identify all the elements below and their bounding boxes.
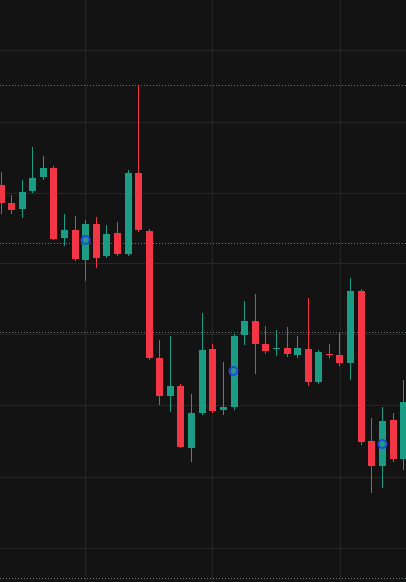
candle-body	[390, 420, 397, 459]
candle-down	[326, 344, 333, 358]
candle-body	[326, 354, 333, 355]
candle-body	[231, 336, 238, 407]
candle-up	[315, 350, 322, 384]
candle-body	[347, 291, 354, 363]
candle-body	[167, 386, 174, 396]
candle-down	[252, 294, 259, 374]
candle-down	[72, 216, 79, 261]
circle-marker	[377, 439, 388, 449]
candle-down	[0, 172, 5, 214]
candle-body	[188, 413, 195, 448]
circle-marker	[80, 235, 91, 245]
candle-body	[199, 350, 206, 413]
candle-up	[61, 214, 68, 246]
candle-body	[72, 230, 79, 259]
candle-up	[82, 220, 89, 281]
candle-body	[125, 173, 132, 254]
candle-up	[19, 180, 26, 218]
candle-body	[220, 407, 227, 410]
candle-body	[305, 349, 312, 382]
candle-down	[8, 195, 15, 214]
candle-up	[400, 380, 406, 470]
candle-body	[294, 348, 301, 355]
candle-up	[273, 330, 280, 356]
candle-up	[199, 313, 206, 415]
candle-body	[273, 348, 280, 349]
candle-down	[50, 166, 57, 240]
candle-body	[103, 234, 110, 256]
candle-up	[40, 156, 47, 180]
candle-body	[29, 178, 36, 191]
candle-down	[209, 344, 216, 413]
candle-up	[231, 334, 238, 410]
candle-up	[188, 394, 195, 462]
candle-body	[358, 291, 365, 442]
candle-down	[368, 418, 375, 493]
candle-up	[167, 336, 174, 412]
candles	[0, 85, 406, 493]
candle-down	[284, 327, 291, 357]
candle-body	[61, 230, 68, 238]
candle-up	[29, 147, 36, 193]
candle-down	[305, 298, 312, 386]
candle-body	[19, 192, 26, 209]
candle-body	[114, 233, 121, 254]
candle-body	[135, 173, 142, 230]
candle-body	[50, 168, 57, 239]
candle-up	[294, 336, 301, 358]
candle-body	[146, 231, 153, 358]
candle-body	[0, 185, 5, 203]
candle-body	[284, 348, 291, 354]
candle-body	[252, 321, 259, 344]
candle-down	[135, 85, 142, 232]
candle-body	[241, 321, 248, 335]
candle-down	[156, 340, 163, 405]
candle-body	[177, 386, 184, 447]
candle-up	[220, 362, 227, 415]
candle-body	[40, 168, 47, 177]
candle-down	[93, 217, 100, 268]
candle-body	[82, 224, 89, 260]
candle-up	[347, 278, 354, 380]
candle-down	[177, 384, 184, 448]
circle-marker	[228, 366, 239, 376]
candle-body	[368, 441, 375, 466]
candle-down	[114, 222, 121, 256]
candle-down	[390, 413, 397, 462]
candle-up	[241, 301, 248, 345]
candle-up	[103, 225, 110, 258]
candle-down	[358, 289, 365, 445]
candle-body	[156, 358, 163, 396]
candle-body	[379, 421, 386, 466]
candle-down	[336, 332, 343, 366]
candle-body	[209, 349, 216, 411]
candle-down	[146, 229, 153, 360]
markers	[80, 235, 388, 449]
candle-body	[262, 344, 269, 351]
candle-up	[125, 170, 132, 256]
candle-body	[336, 355, 343, 363]
candle-body	[8, 203, 15, 210]
candle-body	[400, 402, 406, 459]
candle-down	[262, 326, 269, 354]
candle-body	[93, 224, 100, 258]
candle-body	[315, 352, 322, 382]
